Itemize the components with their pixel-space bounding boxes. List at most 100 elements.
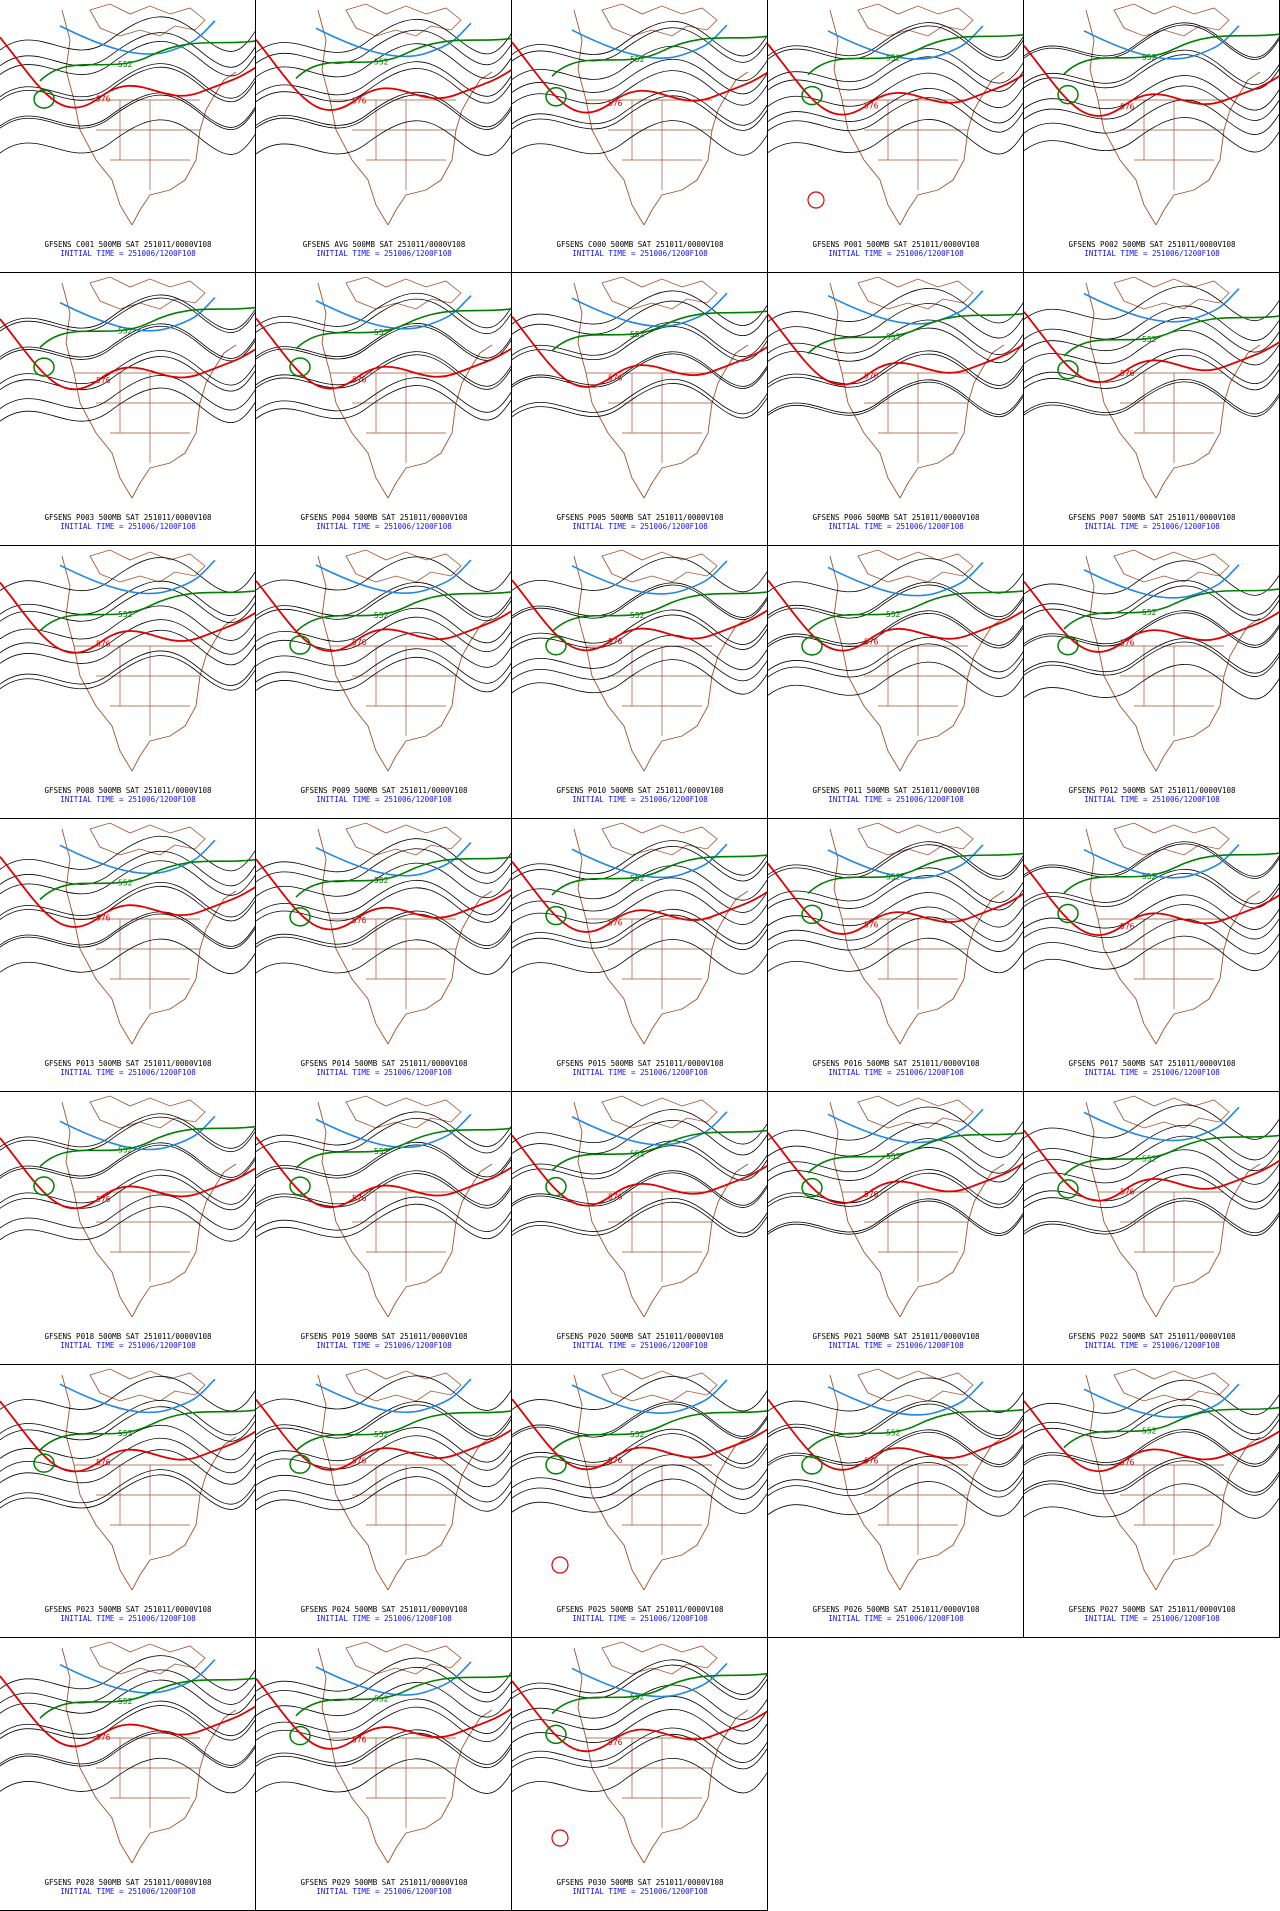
contour-528 (827, 1108, 984, 1144)
contour-576 (512, 579, 767, 652)
panel-caption: GFSENS P027 500MB SAT 251011/0000V108 (1068, 1605, 1236, 1614)
arctic-islands (345, 822, 462, 856)
coastline (1085, 282, 1261, 499)
height-contour (0, 1399, 255, 1436)
ensemble-member-panel: 552 576 GFSENS P021 500MB SAT 251011/0000V… (768, 1092, 1024, 1365)
state-borders (586, 1464, 712, 1555)
label-576: 576 (1120, 1458, 1135, 1467)
panel-caption: GFSENS C000 500MB SAT 251011/0000V108 (556, 240, 724, 249)
panel-caption: GFSENS P019 500MB SAT 251011/0000V108 (300, 1332, 468, 1341)
contour-552 (295, 591, 511, 633)
contour-552 (39, 590, 255, 632)
contour-528 (571, 292, 728, 328)
contour-552 (807, 1408, 1023, 1451)
height-contour (768, 1200, 1023, 1237)
height-contour (0, 1730, 255, 1766)
ensemble-member-panel: 552 576 GFSENS P005 500MB SAT 251011/0000V… (512, 273, 768, 546)
panel-caption: GFSENS P013 500MB SAT 251011/0000V108 (44, 1059, 212, 1068)
panel-initial-time: INITIAL TIME = 251006/1200F108 (316, 795, 452, 804)
height-contour (768, 353, 1023, 390)
height-contour (512, 1454, 767, 1490)
contour-528 (827, 25, 984, 60)
state-borders (74, 918, 200, 1009)
height-contour (1024, 117, 1279, 153)
panel-caption: GFSENS P026 500MB SAT 251011/0000V108 (812, 1605, 980, 1614)
height-contour (1024, 1104, 1279, 1140)
contour-552 (39, 40, 255, 82)
closed-low-552 (1057, 359, 1079, 380)
height-contour (512, 120, 767, 156)
closed-low-576 (807, 191, 825, 209)
arctic-islands (601, 1641, 718, 1675)
contour-576 (512, 1680, 767, 1753)
height-contour (1024, 935, 1279, 972)
panel-initial-time: INITIAL TIME = 251006/1200F108 (828, 1341, 964, 1350)
contour-552 (39, 1677, 255, 1719)
label-552: 552 (374, 611, 389, 620)
height-contour (768, 661, 1023, 698)
contour-528 (59, 297, 216, 332)
panel-initial-time: INITIAL TIME = 251006/1200F108 (1084, 249, 1220, 258)
panel-caption: GFSENS P004 500MB SAT 251011/0000V108 (300, 513, 468, 522)
height-contour (512, 865, 767, 901)
arctic-islands (601, 549, 718, 583)
height-map: 552 576 (512, 276, 767, 499)
height-contour (256, 648, 511, 684)
state-borders (1098, 645, 1224, 736)
label-552: 552 (118, 610, 133, 619)
height-contour (768, 906, 1023, 942)
height-contour (512, 90, 767, 126)
height-contour (0, 1113, 255, 1149)
state-borders (842, 99, 968, 190)
coastline (317, 555, 493, 772)
label-576: 576 (352, 375, 367, 384)
contour-528 (315, 559, 472, 594)
height-contour (512, 1464, 767, 1500)
height-contour (768, 25, 1023, 61)
contour-552 (39, 1409, 255, 1451)
label-576: 576 (608, 1738, 623, 1747)
arctic-islands (345, 1641, 462, 1675)
height-contour (768, 1400, 1023, 1436)
panel-initial-time: INITIAL TIME = 251006/1200F108 (60, 249, 196, 258)
arctic-islands (89, 3, 206, 37)
height-contour (0, 580, 255, 617)
contour-528 (1083, 1383, 1240, 1419)
height-contour (0, 1700, 255, 1737)
height-contour (1024, 1124, 1279, 1161)
contour-576 (1024, 581, 1279, 653)
height-contour (768, 1122, 1023, 1158)
contour-528 (571, 24, 728, 59)
contour-576 (512, 861, 767, 933)
panel-initial-time: INITIAL TIME = 251006/1200F108 (572, 1887, 708, 1896)
ensemble-member-panel: 552 576 GFSENS P006 500MB SAT 251011/0000V… (768, 273, 1024, 546)
ensemble-member-panel: 552 576 GFSENS P028 500MB SAT 251011/0000V… (0, 1638, 256, 1911)
ensemble-member-panel: 552 576 GFSENS P023 500MB SAT 251011/0000V… (0, 1365, 256, 1638)
contour-528 (315, 295, 472, 330)
height-map: 552 576 (512, 1641, 767, 1864)
state-borders (330, 1464, 456, 1555)
arctic-islands (89, 822, 206, 856)
height-contour (768, 937, 1023, 974)
height-contour (256, 1203, 511, 1240)
height-contour (512, 1172, 767, 1208)
contour-576 (256, 39, 511, 111)
height-contour (768, 88, 1023, 124)
panel-initial-time: INITIAL TIME = 251006/1200F108 (60, 522, 196, 531)
height-contour (512, 846, 767, 882)
ensemble-member-panel: 552 576 GFSENS P016 500MB SAT 251011/0000V… (768, 819, 1024, 1092)
label-552: 552 (374, 57, 389, 66)
height-contour (1024, 305, 1279, 341)
height-map: 552 576 (512, 3, 767, 226)
height-contour (256, 887, 511, 923)
height-map: 552 576 (768, 1095, 1023, 1318)
arctic-islands (1113, 276, 1230, 310)
contour-552 (807, 312, 1023, 355)
contour-528 (1083, 25, 1240, 60)
contour-552 (1063, 33, 1279, 75)
height-contour (512, 634, 767, 671)
label-552: 552 (1142, 872, 1157, 881)
height-contour (256, 68, 511, 104)
height-contour (0, 1174, 255, 1211)
label-576: 576 (352, 97, 367, 106)
